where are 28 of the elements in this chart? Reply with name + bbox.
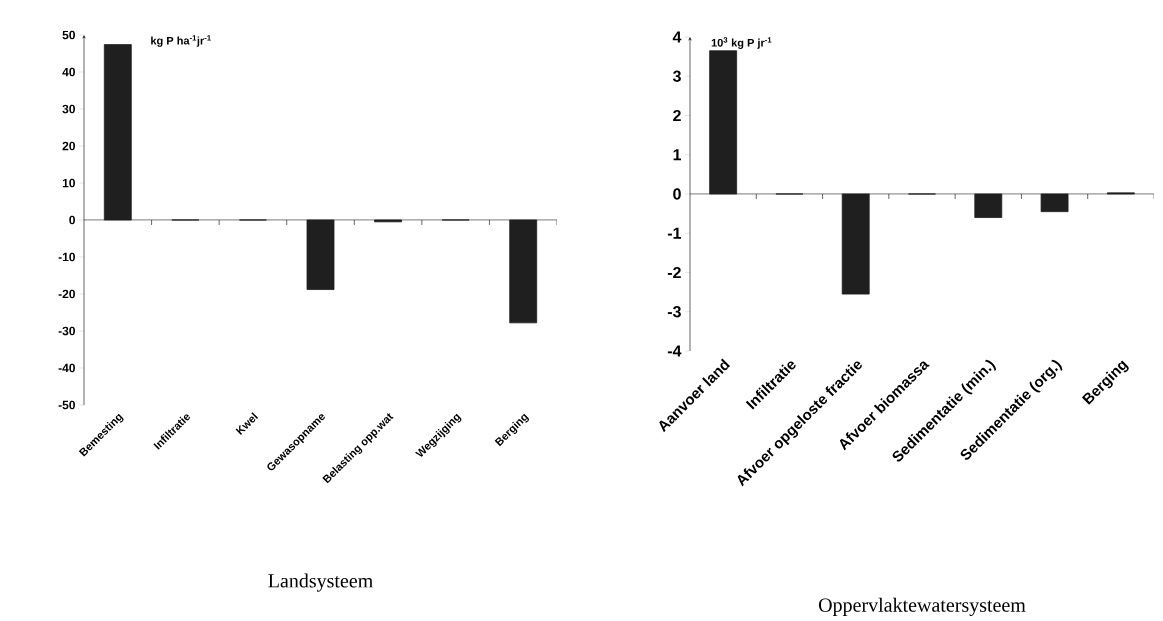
y-tick-label: -3 [667, 306, 681, 318]
y-tick-label: 1 [673, 149, 682, 161]
y-tick-label: -30 [58, 326, 75, 336]
y-tick-label: 30 [62, 104, 75, 114]
y-tick-label: -1 [667, 227, 682, 239]
y-tick-label: -50 [58, 400, 75, 410]
y-tick-label: 10 [62, 178, 75, 188]
y-tick-label: 40 [62, 67, 75, 77]
y-tick-label: 3 [672, 70, 681, 82]
bar [709, 50, 738, 195]
y-tick-label: 20 [62, 141, 75, 151]
y-tick-label: -40 [58, 363, 75, 373]
y-tick-label: -4 [667, 345, 682, 357]
bar [974, 193, 1003, 218]
y-tick-label: -20 [58, 289, 75, 299]
annotation: 10$^{3}$ kg P jr$^{-1}$ [711, 37, 772, 49]
y-tick-label: 2 [673, 109, 681, 122]
bar [1040, 193, 1069, 213]
bar [841, 193, 870, 295]
x-axis-title: Landsysteem [268, 573, 373, 592]
annotation: kg P ha$^{-1}$jr$^{-1}$ [151, 35, 211, 47]
y-tick-label: -2 [667, 266, 681, 279]
x-axis-title: Oppervlaktewatersysteem [818, 597, 1026, 616]
y-tick-label: -10 [58, 252, 75, 262]
y-tick-label: 0 [673, 188, 681, 200]
y-tick-label: 4 [672, 31, 682, 43]
y-tick-label: 0 [69, 215, 75, 225]
y-tick-label: 50 [62, 30, 75, 40]
